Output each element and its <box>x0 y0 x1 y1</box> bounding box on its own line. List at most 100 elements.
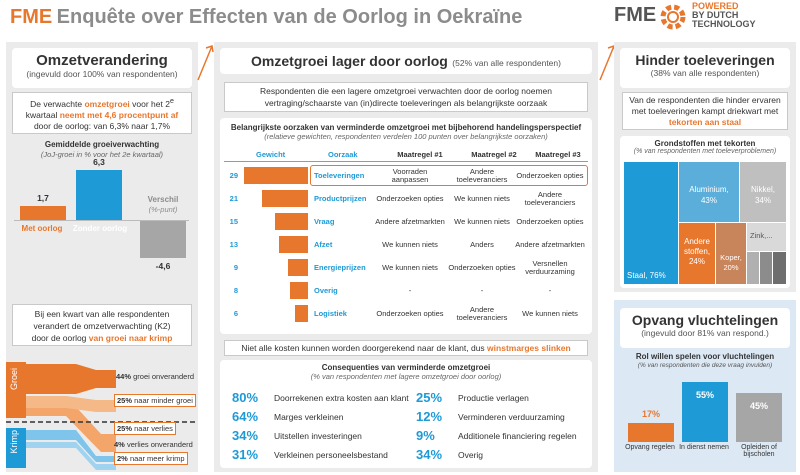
intro-text: door de oorlog: van 6,3% naar 1,7% <box>33 120 171 131</box>
flow-pct: 4% <box>114 440 125 449</box>
category-verschil: Verschil <box>147 195 179 204</box>
flow-verlies-onveranderd <box>26 430 116 462</box>
treemap-label: Aluminium, <box>689 185 729 194</box>
cause-weight: 9 <box>233 263 238 272</box>
logo-tagline-2: BY DUTCH <box>692 10 739 20</box>
treemap-label: 34% <box>754 196 771 205</box>
logo-tagline-1: POWERED <box>692 1 739 11</box>
maatregel-cell: Andere toeleveranciers <box>456 166 508 184</box>
consequence-text: Additionele financiering regelen <box>458 430 577 441</box>
middle-title: Omzetgroei lager door oorlog <box>251 53 448 69</box>
left-subtitle: (ingevuld door 100% van respondenten) <box>26 69 178 79</box>
consequences-subtitle: (% van respondenten met lagere omzetgroe… <box>310 372 502 381</box>
bar-met-oorlog <box>20 206 66 220</box>
margin-note: Niet alle kosten kunnen worden doorgerek… <box>224 340 588 356</box>
flow-text: naar meer krimp <box>129 454 185 463</box>
rol-bar-opvang <box>628 423 674 442</box>
consequence-text: Verminderen verduurzaming <box>458 411 565 422</box>
gear-icon <box>660 4 686 30</box>
causes-table-title: Belangrijkste oorzaken van verminderde o… <box>230 123 582 132</box>
consequence-pct: 12% <box>416 409 443 424</box>
consequences-card: Consequenties van verminderde omzetgroei… <box>220 360 592 468</box>
rol-bar-dienst <box>682 381 728 442</box>
right-subtitle: (38% van alle respondenten) <box>650 68 760 78</box>
flow-text: naar minder groei <box>134 396 193 405</box>
middle-intro: Respondenten die een lagere omzetgroei v… <box>224 82 588 112</box>
left-intro: De verwachte omzetgroei voor het 2e kwar… <box>12 92 192 134</box>
right-top-panel: Hinder toeleveringen (38% van alle respo… <box>614 42 796 292</box>
flow-pct: 2% <box>117 454 128 463</box>
right-title: Hinder toeleveringen <box>635 52 775 68</box>
consequence-item: 25% Productie verlagen <box>416 388 592 407</box>
rol-chart: 17% 55% 45% <box>624 370 788 442</box>
treemap-staal-label: Staal, 76% <box>627 271 666 280</box>
treemap-zink: Zink,... <box>747 223 786 251</box>
maatregel-cell: Andere afzetmarkten <box>515 239 585 249</box>
cause-name: Vraag <box>314 217 335 226</box>
header-gewicht: Gewicht <box>256 150 286 159</box>
title-text: Enquête over Effecten van de Oorlog in O… <box>56 6 523 28</box>
maatregel-cell: Anders <box>470 239 494 249</box>
consequence-text: Uitstellen investeringen <box>274 430 362 441</box>
treemap-andere-stoffen: Andere stoffen, 24% <box>679 223 715 284</box>
cause-weight: 15 <box>229 217 238 226</box>
krimp-block <box>6 428 26 468</box>
treemap-card: Grondstoffen met tekorten (% van respond… <box>620 136 790 288</box>
row-highlight <box>310 165 588 186</box>
table-row: 8 Overig - - - <box>224 279 588 302</box>
consequence-text: Productie verlagen <box>458 392 529 403</box>
consequence-pct: 31% <box>232 447 259 462</box>
cause-bar <box>244 167 308 184</box>
rol-label-dienst: In dienst nemen <box>679 444 729 451</box>
consequence-item: 80% Doorrekenen extra kosten aan klant <box>232 388 422 407</box>
maatregel-cell: Onderzoeken opties <box>516 170 584 180</box>
table-row: 29 Toeleveringen Voorraden aanpassen Andere… <box>224 164 588 187</box>
maatregel-cell: Andere toeleveranciers <box>524 189 576 207</box>
consequence-text: Overig <box>458 449 484 460</box>
treemap-label: 24% <box>688 257 705 266</box>
fme-logo: FME POWERED BY DUTCH TECHNOLOGY <box>614 2 794 32</box>
opvang-subtitle: (ingevuld door 81% van respond.) <box>641 328 769 338</box>
consequence-item: 34% Uitstellen investeringen <box>232 426 422 445</box>
consequences-list-left: 80% Doorrekenen extra kosten aan klant 64%… <box>232 388 422 464</box>
flow-pct: 44% <box>116 372 132 381</box>
flow-text: naar verlies <box>134 424 173 433</box>
consequence-pct: 9% <box>416 428 435 443</box>
flow-label-4: 4% verlies onveranderd <box>114 440 193 449</box>
flow-label-5: 2% naar meer krimp <box>114 452 188 465</box>
header-maatregel-2: Maatregel #2 <box>471 150 517 159</box>
zero-line <box>14 220 189 221</box>
flow-pct: 25% <box>117 424 133 433</box>
consequence-item: 12% Verminderen verduurzaming <box>416 407 592 426</box>
left-title: Omzetverandering <box>36 52 168 69</box>
flow-label-1: 44% groei onveranderd <box>116 372 194 381</box>
treemap-title: Grondstoffen met tekorten <box>654 139 756 148</box>
maatregel-cell: Andere toeleveranciers <box>456 304 508 322</box>
header-oorzaak: Oorzaak <box>328 150 358 159</box>
kwart-text: Bij een kwart van alle respondenten <box>34 309 170 319</box>
cause-name: Productprijzen <box>314 194 367 203</box>
maatregel-cell: We kunnen niets <box>454 216 510 226</box>
causes-card: Belangrijkste oorzaken van verminderde o… <box>220 118 592 334</box>
treemap-nikkel: Nikkel, 34% <box>740 162 786 222</box>
category-verschil-note: (%-punt) <box>148 205 178 214</box>
consequence-text: Marges verkleinen <box>274 411 344 422</box>
table-row: 21 Productprijzen Onderzoeken opties We kun… <box>224 187 588 210</box>
intro-sup: e <box>169 97 174 105</box>
consequence-item: 9% Additionele financiering regelen <box>416 426 592 445</box>
label-krimp: Krimp <box>9 430 19 454</box>
middle-title-note: (52% van alle respondenten) <box>452 58 561 68</box>
consequence-pct: 80% <box>232 390 259 405</box>
opvang-title-card: Opvang vluchtelingen (ingevuld door 81% … <box>620 308 790 348</box>
cause-weight: 21 <box>229 194 238 203</box>
table-row: 13 Afzet We kunnen niets Anders Andere afzet… <box>224 233 588 256</box>
category-zonder: Zonder oorlog <box>72 224 128 233</box>
flow-meer-krimp <box>26 442 116 470</box>
treemap-label: Nikkel, <box>750 185 775 194</box>
right-bottom-panel: Opvang vluchtelingen (ingevuld door 81% … <box>614 300 796 472</box>
treemap-label: Andere <box>684 237 710 246</box>
maatregel-cell: Onderzoeken opties <box>376 193 444 203</box>
consequence-text: Doorrekenen extra kosten aan klant <box>274 392 409 403</box>
flow-text: groei onveranderd <box>133 372 194 381</box>
consequence-pct: 25% <box>416 390 443 405</box>
